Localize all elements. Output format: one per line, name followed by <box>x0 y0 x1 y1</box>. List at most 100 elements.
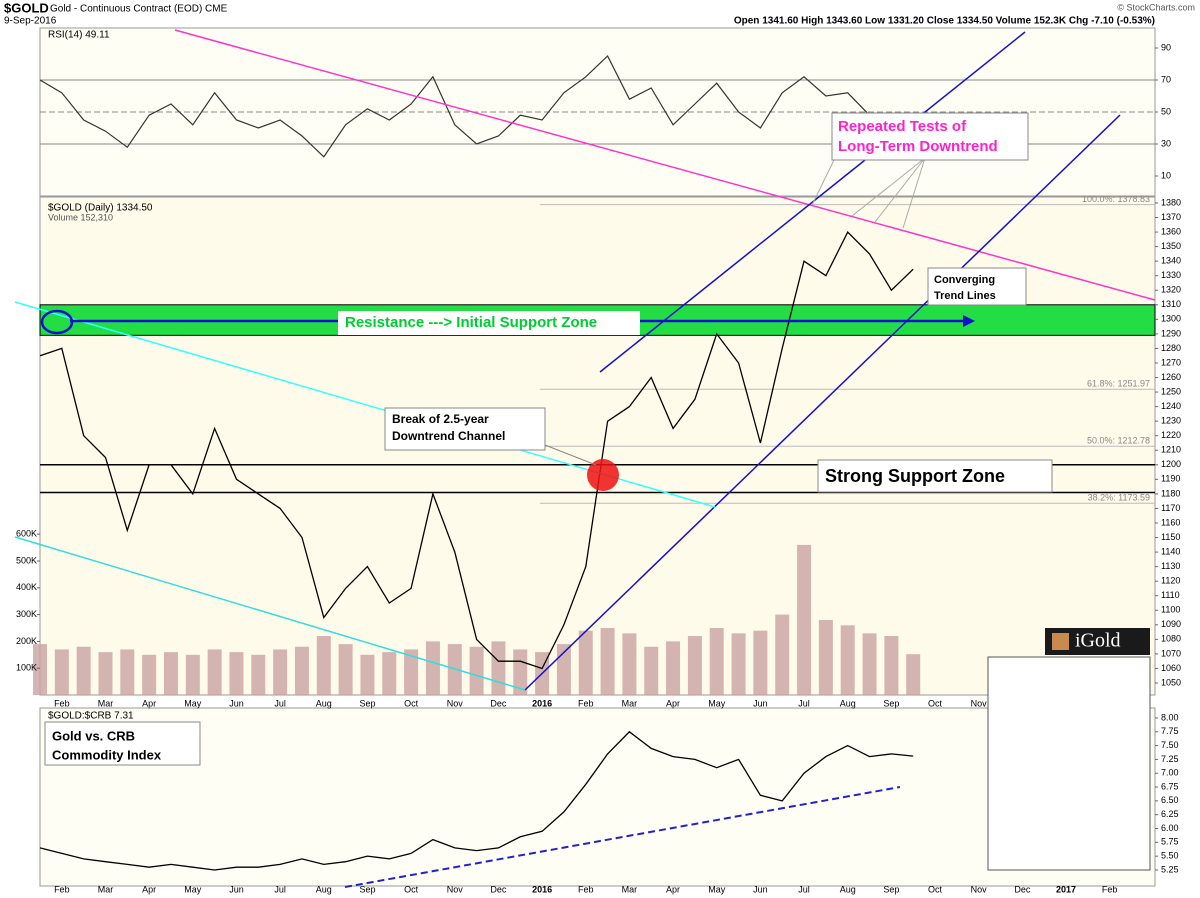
y-tick-label: 1370 <box>1161 212 1181 222</box>
series-label: $GOLD (Daily) 1334.50 <box>48 203 153 214</box>
x-tick-label: Sep <box>359 884 375 894</box>
y-tick-label: 1310 <box>1161 299 1181 309</box>
x-tick-label: Nov <box>971 884 988 894</box>
y-tick-label: 1360 <box>1161 226 1181 236</box>
annotation: Repeated Tests of <box>838 118 967 135</box>
y-tick-label: 6.25 <box>1161 809 1179 819</box>
y-tick-label: 1140 <box>1161 546 1180 556</box>
y-tick-label: 7.00 <box>1161 768 1179 778</box>
x-tick-label: Jul <box>798 698 810 708</box>
x-tick-label: 2017 <box>1056 884 1076 894</box>
y-tick-label: 1260 <box>1161 372 1181 382</box>
annotation: Commodity Index <box>52 747 162 762</box>
x-tick-label: Dec <box>490 698 507 708</box>
volume-bar <box>687 636 702 695</box>
y-tick-label: 1060 <box>1161 663 1181 673</box>
annotation-box <box>338 311 640 335</box>
x-tick-label: Mar <box>98 884 114 894</box>
annotation: Break of 2.5-year <box>392 412 489 426</box>
legend-box <box>987 656 1151 871</box>
annotation-box <box>817 459 1053 493</box>
y-tick-label: 1280 <box>1161 343 1181 353</box>
x-tick-label: Apr <box>142 884 156 894</box>
x-tick-label: Nov <box>971 698 988 708</box>
annotation: Downtrend Channel <box>392 429 505 443</box>
x-tick-label: Dec <box>1014 884 1031 894</box>
volume-bar <box>120 649 135 695</box>
volume-bar <box>862 633 877 695</box>
y-tick-label: 1330 <box>1161 270 1181 280</box>
y-tick-label: 1080 <box>1161 634 1181 644</box>
x-tick-label: Aug <box>316 884 332 894</box>
x-tick-label: Nov <box>447 884 464 894</box>
fib-label: 100.0%: 1378.83 <box>1082 194 1150 204</box>
x-tick-label: Jul <box>798 884 810 894</box>
x-tick-label: Nov <box>447 698 464 708</box>
y-tick-label: 50 <box>1161 106 1171 116</box>
x-tick-label: Apr <box>666 698 680 708</box>
y-tick-label: 8.00 <box>1161 712 1179 722</box>
volume-bar <box>491 641 506 695</box>
callout-line <box>811 157 836 206</box>
volume-bar <box>76 646 91 695</box>
series-label: RSI(14) 49.11 <box>48 30 110 41</box>
y-tick-label: 1380 <box>1161 197 1181 207</box>
x-tick-label: Feb <box>54 884 70 894</box>
volume-bar <box>425 641 440 695</box>
volume-bar <box>622 633 637 695</box>
y-tick-label: 1160 <box>1161 517 1180 527</box>
y-tick-label: 30 <box>1161 138 1171 148</box>
series-label: $GOLD:$CRB 7.31 <box>48 711 134 722</box>
callout-line <box>851 157 926 217</box>
fib-label: 50.0%: 1212.78 <box>1087 436 1150 446</box>
y-tick-label: 1230 <box>1161 416 1181 426</box>
y-tick-label: 1130 <box>1161 561 1180 571</box>
y-tick-label: 300K <box>16 609 37 619</box>
volume-bar <box>818 619 833 695</box>
y-tick-label: 7.50 <box>1161 740 1179 750</box>
x-tick-label: Jun <box>229 884 244 894</box>
y-tick-label: 1170 <box>1161 503 1180 513</box>
cyan-trend-line <box>14 536 526 691</box>
y-tick-label: 1050 <box>1161 677 1181 687</box>
y-tick-label: 10 <box>1161 170 1171 180</box>
volume-bar <box>251 654 266 695</box>
callout-line <box>902 157 926 229</box>
x-tick-label: Feb <box>578 884 594 894</box>
series-line <box>39 231 914 670</box>
x-tick-label: Oct <box>404 698 419 708</box>
annotation: Converging <box>934 274 995 286</box>
logo: iGold <box>1075 630 1121 652</box>
y-tick-label: 400K <box>16 582 37 592</box>
y-tick-label: 200K <box>16 636 37 646</box>
y-tick-label: 5.75 <box>1161 837 1179 847</box>
volume-bar <box>163 652 178 695</box>
y-tick-label: 1180 <box>1161 488 1180 498</box>
credit: © StockCharts.com <box>1117 2 1195 12</box>
y-tick-label: 1120 <box>1161 576 1180 586</box>
y-tick-label: 70 <box>1161 74 1171 84</box>
volume-bar <box>797 544 812 695</box>
x-tick-label: Mar <box>98 698 114 708</box>
volume-bar <box>185 654 200 695</box>
annotation-box <box>831 112 1029 161</box>
y-tick-label: 500K <box>16 555 37 565</box>
volume-bar <box>840 625 855 695</box>
callout-circle <box>587 459 619 491</box>
y-tick-label: 1300 <box>1161 314 1181 324</box>
series-line <box>39 730 914 871</box>
y-tick-label: 6.75 <box>1161 781 1179 791</box>
volume-bar <box>382 652 397 695</box>
y-tick-label: 1190 <box>1161 474 1180 484</box>
volume-bar <box>98 652 113 695</box>
volume-bar <box>294 646 309 695</box>
y-tick-label: 7.25 <box>1161 754 1179 764</box>
fib-label: 38.2%: 1173.59 <box>1088 493 1150 503</box>
x-tick-label: Aug <box>840 698 856 708</box>
y-tick-label: 1270 <box>1161 357 1181 367</box>
y-tick-label: 6.00 <box>1161 823 1179 833</box>
x-tick-label: Oct <box>928 884 943 894</box>
annotation-box <box>384 407 546 451</box>
x-tick-label: Dec <box>490 884 507 894</box>
callout-lines <box>811 157 926 229</box>
